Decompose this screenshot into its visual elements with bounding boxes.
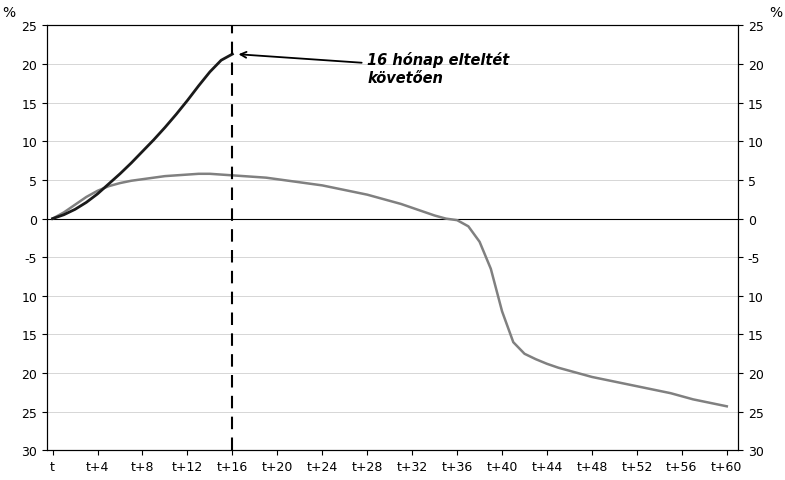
Text: 16 hónap elteltét
követően: 16 hónap elteltét követően <box>240 52 509 85</box>
Text: %: % <box>2 6 16 20</box>
Text: %: % <box>769 6 783 20</box>
